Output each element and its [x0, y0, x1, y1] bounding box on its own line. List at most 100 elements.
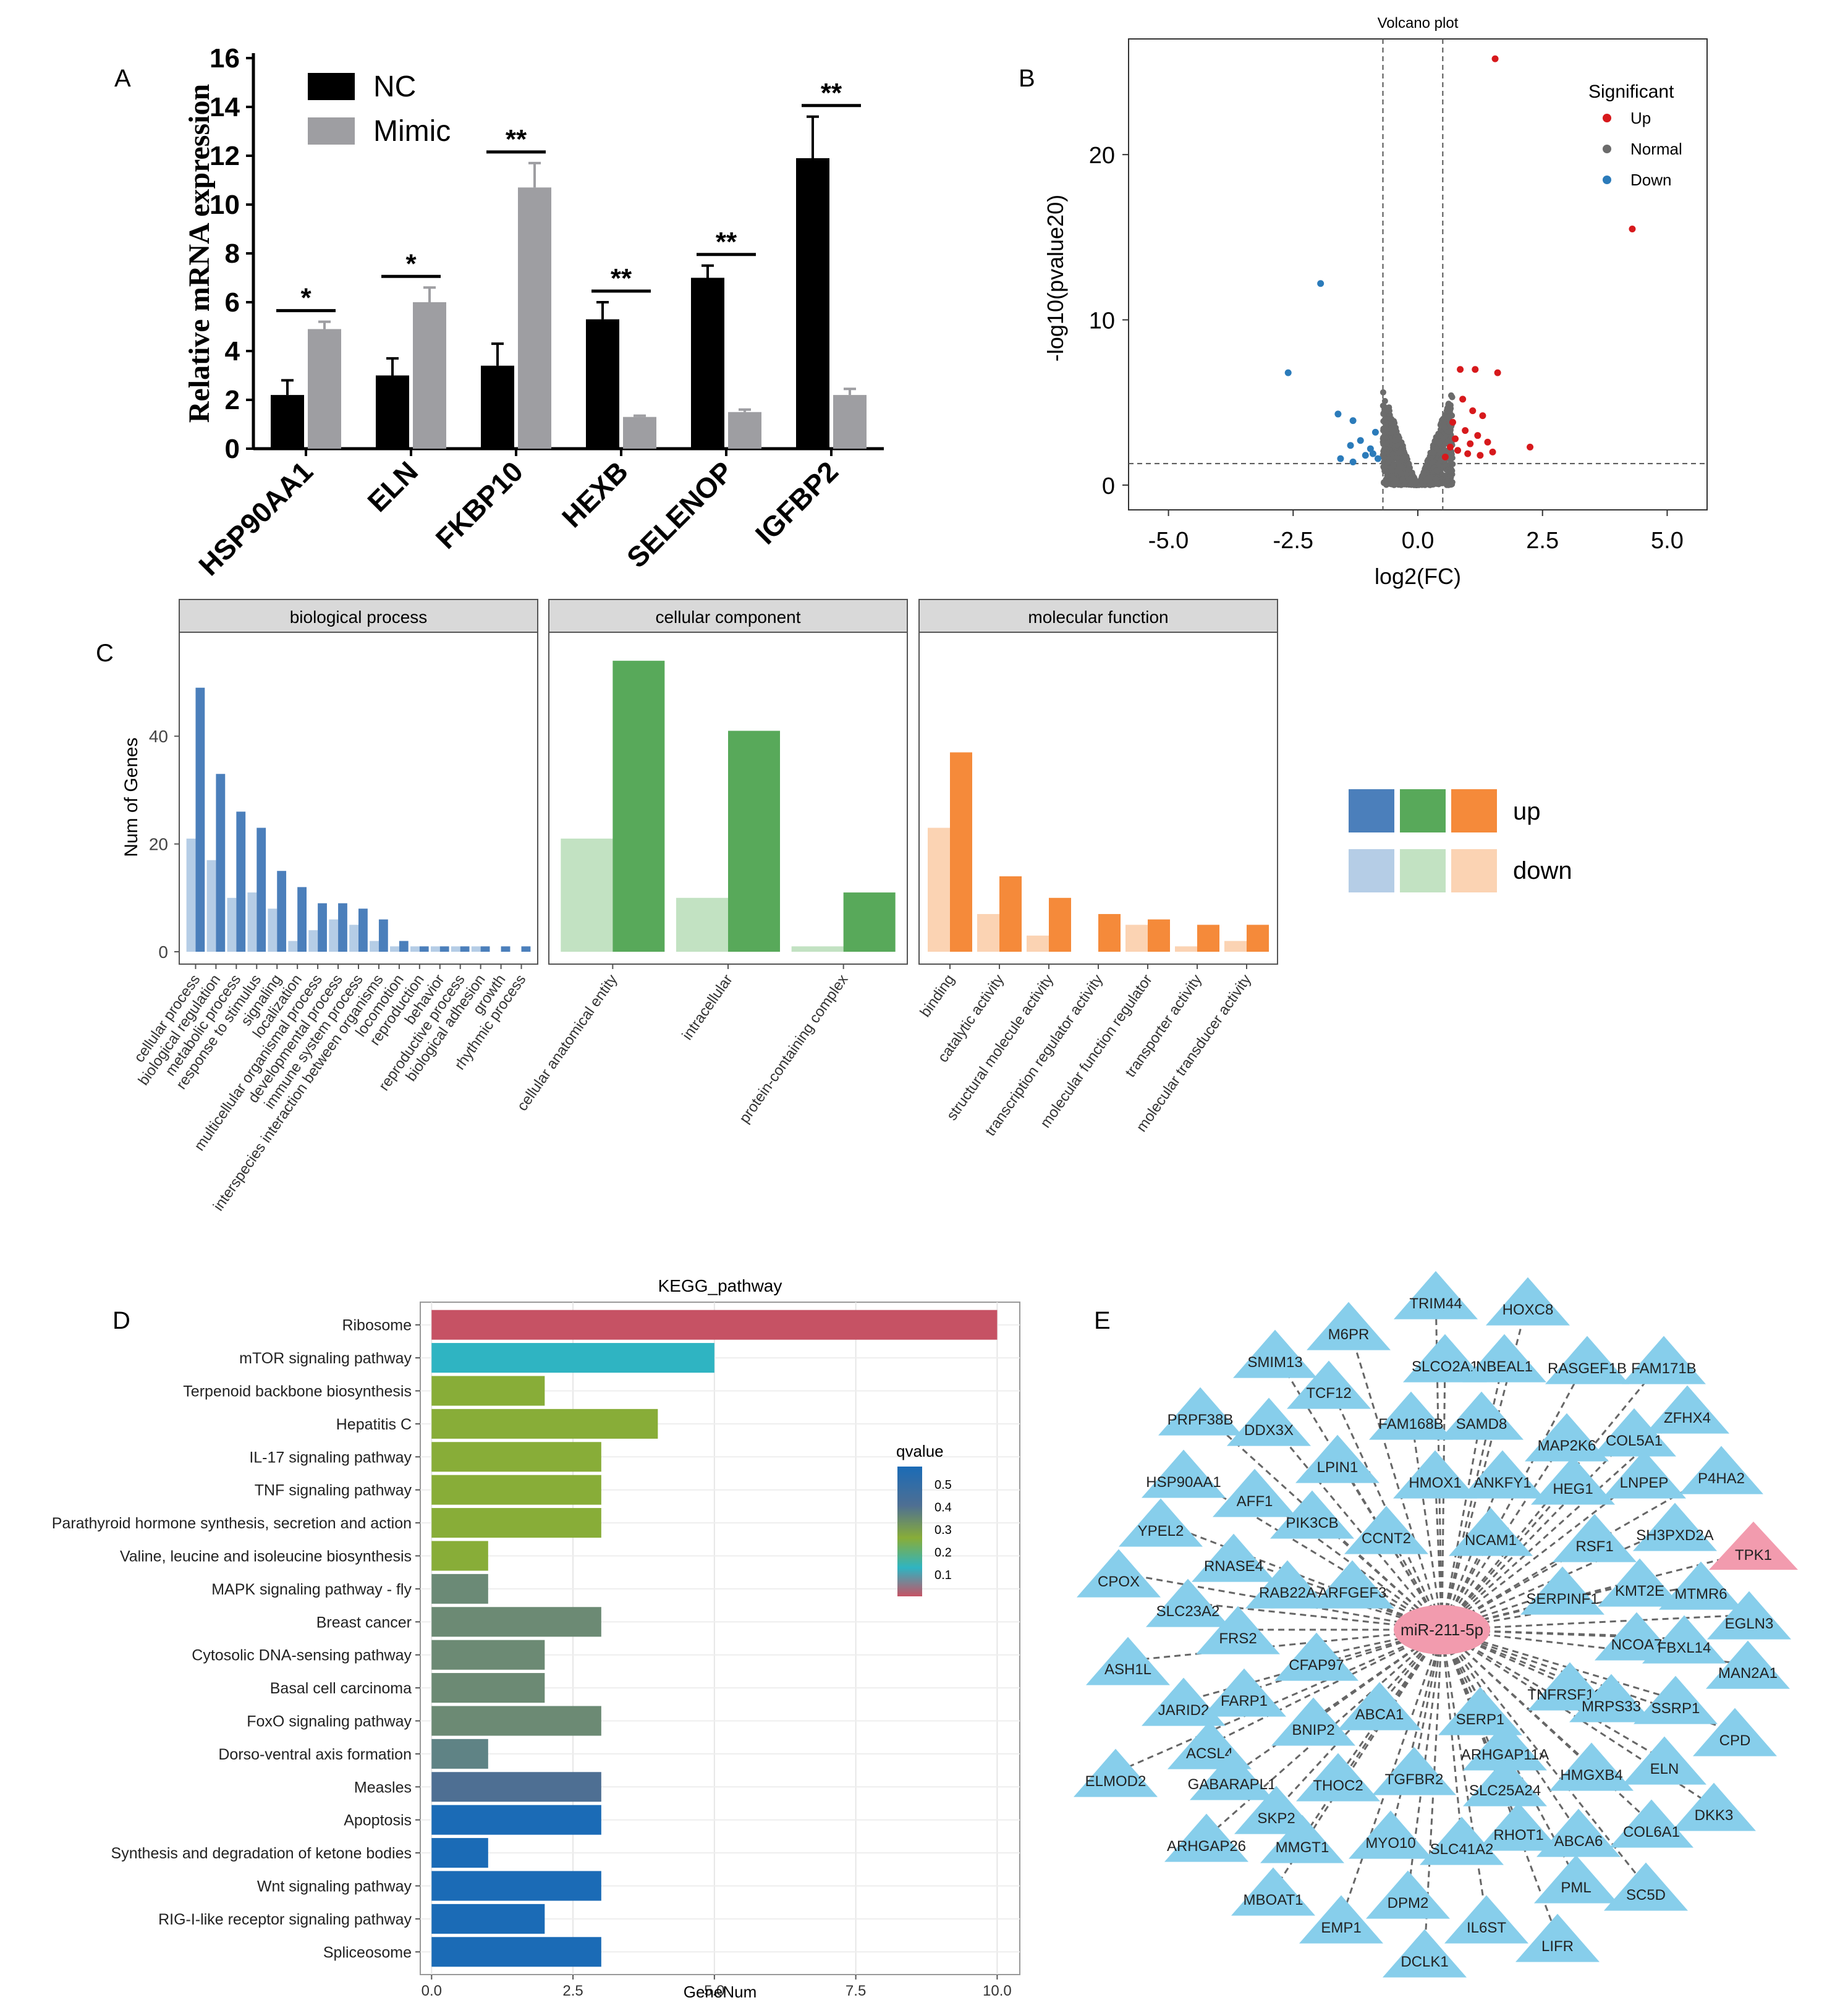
network-node-triangle: [1645, 1385, 1729, 1434]
y-tick-label: 14: [210, 92, 240, 122]
network-node-label: SLC41A2: [1430, 1841, 1494, 1858]
scatter-point-up: [1494, 369, 1501, 376]
y-tick-label: FoxO signaling pathway: [247, 1713, 412, 1730]
network-node-label: CCNT2: [1362, 1530, 1411, 1547]
network-edge: [1441, 1531, 1492, 1630]
y-tick-label: MAPK signaling pathway - fly: [211, 1581, 412, 1598]
network-node-label: SERP1: [1456, 1711, 1505, 1728]
bar: [431, 1772, 601, 1802]
scatter-point-normal: [1407, 481, 1414, 488]
network-node-triangle: [1077, 1549, 1161, 1598]
bar-up: [399, 941, 409, 952]
network-node-triangle: [1349, 1810, 1433, 1859]
network-node-up: [1709, 1522, 1798, 1570]
scatter-point-normal: [1423, 463, 1430, 470]
network-node-label: JARID2: [1158, 1702, 1210, 1719]
network-edge: [1441, 1629, 1559, 1938]
bar-up: [338, 903, 347, 952]
network-node-label: ARHGAP26: [1167, 1838, 1246, 1855]
network-node-triangle: [1213, 1468, 1297, 1517]
scatter-point-up: [1452, 435, 1459, 443]
network-edge: [1275, 1628, 1443, 1811]
bar: [431, 1475, 601, 1505]
legend-swatch-down: [1400, 849, 1446, 892]
network-edge: [1441, 1359, 1665, 1630]
legend-swatch: [1603, 145, 1611, 153]
scatter-point-up: [1489, 448, 1496, 455]
network-node-label: DKK3: [1695, 1807, 1734, 1824]
scatter-point-normal: [1426, 474, 1433, 481]
panel-b-volcano-plot: Volcano plot -5.0 -2.5 0.0 2.5 5.0 0 10 20 log2(F…: [1043, 15, 1708, 589]
bar: [431, 1640, 545, 1670]
network-node-label: LPIN1: [1317, 1459, 1358, 1476]
y-tick-label: Ribosome: [342, 1317, 412, 1334]
network-edge: [1118, 1572, 1443, 1631]
scatter-point-normal: [1405, 461, 1412, 468]
scatter-point-down: [1317, 280, 1325, 287]
network-node-triangle: [1227, 1397, 1311, 1446]
scatter-point-normal: [1436, 439, 1443, 446]
scatter-point-normal: [1437, 457, 1444, 464]
network-node-label: HOXC8: [1503, 1302, 1554, 1318]
scatter-point-normal: [1388, 415, 1394, 422]
y-tick-label: Hepatitis C: [336, 1416, 412, 1433]
y-tick-label: Parathyroid hormone synthesis, secretion…: [52, 1515, 412, 1532]
scatter-point-down: [1349, 458, 1357, 465]
bar-down: [329, 919, 339, 952]
scatter-point-normal: [1397, 449, 1404, 455]
bar-up: [501, 946, 511, 952]
bar-up: [236, 811, 246, 952]
network-node-label: MYO10: [1365, 1835, 1415, 1852]
network-node-label: P4HA2: [1698, 1470, 1745, 1487]
network-node-triangle: [1515, 1913, 1600, 1962]
bar-down: [676, 897, 728, 952]
x-tick-label: protein-containing complex: [736, 972, 852, 1126]
y-tick-label: 20: [149, 835, 168, 854]
scatter-point-normal: [1441, 420, 1447, 426]
bar-up: [378, 919, 388, 952]
network-node-label: DCLK1: [1401, 1954, 1448, 1970]
y-tick-label: 12: [210, 141, 240, 171]
bar-down: [370, 941, 379, 952]
y-tick-label: 0: [158, 942, 168, 962]
scatter-point-normal: [1399, 464, 1405, 470]
network-node-label: ANKFY1: [1473, 1475, 1531, 1491]
y-tick-label: Terpenoid backbone biosynthesis: [183, 1383, 412, 1400]
network-node-label: RSF1: [1575, 1538, 1613, 1555]
network-node-label: DPM2: [1388, 1895, 1429, 1912]
network-edge: [1389, 1629, 1443, 1835]
bar: [431, 1738, 488, 1769]
network-edge: [1441, 1300, 1529, 1630]
network-node-triangle: [1369, 1391, 1453, 1440]
x-tick-label: 0.0: [422, 1983, 442, 1999]
bar: [431, 1706, 601, 1736]
bar: [431, 1508, 601, 1538]
network-edge: [1441, 1415, 1483, 1630]
network-node-triangle: [1394, 1271, 1478, 1319]
bar-up: [318, 903, 327, 952]
network-node-triangle: [1463, 1722, 1547, 1771]
network-node-label: MBOAT1: [1244, 1892, 1303, 1908]
scatter-point-down: [1337, 455, 1344, 462]
network-node-triangle: [1592, 1408, 1676, 1457]
scatter-point-normal: [1446, 428, 1452, 435]
y-tick-label: TNF signaling pathway: [255, 1482, 412, 1499]
scatter-point-up: [1441, 453, 1449, 460]
colorbar-tick-label: 0.2: [935, 1546, 952, 1560]
bar-up: [358, 908, 368, 952]
network-node-label: PRPF38B: [1168, 1412, 1234, 1428]
bar-up: [480, 946, 490, 952]
network-node-triangle: [1383, 1929, 1467, 1978]
scatter-point-down: [1374, 455, 1381, 462]
legend-swatch-down: [1451, 849, 1497, 892]
network-node-label: HEG1: [1553, 1481, 1593, 1497]
plot-title: KEGG_pathway: [658, 1276, 782, 1295]
network-node-label: FAM168B: [1378, 1416, 1443, 1433]
bar-down: [1224, 941, 1247, 952]
network-node-label: ASH1L: [1104, 1661, 1151, 1678]
legend-swatch: [1603, 114, 1611, 122]
panel-label-e: E: [1094, 1307, 1111, 1334]
network-node-triangle: [1299, 1895, 1383, 1944]
network-node-label: TRIM44: [1409, 1295, 1462, 1312]
x-tick-label: 2.5: [562, 1983, 583, 1999]
